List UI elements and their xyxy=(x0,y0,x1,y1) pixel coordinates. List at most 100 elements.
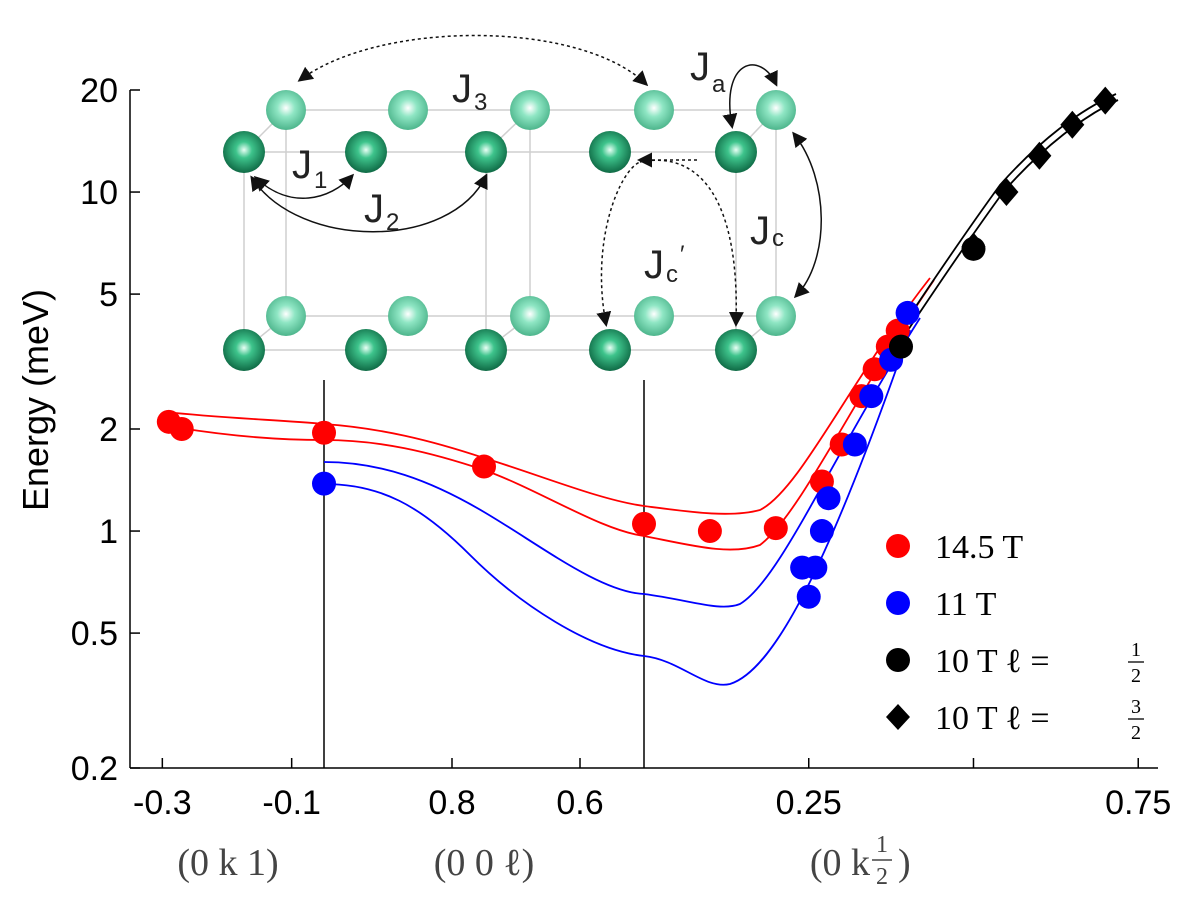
fit-curve-blue-upper xyxy=(323,317,921,608)
arrow-J2 xyxy=(250,173,488,233)
data-point-11-t xyxy=(809,519,834,544)
data-point-10-t xyxy=(961,232,986,261)
data-point-14-5-t xyxy=(169,417,194,441)
atom xyxy=(388,90,428,130)
legend-marker-10T-3half xyxy=(886,704,910,730)
legend-label-10T-3half: 10 T ℓ = xyxy=(935,700,1050,737)
label-Jcp: J xyxy=(644,243,664,287)
atom xyxy=(589,131,631,173)
atom xyxy=(510,296,550,336)
arrow-Jcp xyxy=(601,159,736,324)
atom xyxy=(589,329,631,371)
data-point-14-5-t xyxy=(312,420,336,445)
label-Jc: J xyxy=(750,209,770,253)
y-tick-label: 1 xyxy=(99,513,118,551)
segment-label-0khalf-num: 1 xyxy=(876,832,888,858)
segment-label-00l: (0 0 ℓ) xyxy=(434,842,535,884)
y-tick-label: 10 xyxy=(80,174,118,212)
atom xyxy=(223,131,265,173)
segment-label-0khalf-suffix: ) xyxy=(898,842,911,884)
data-point-14-5-t xyxy=(632,511,656,536)
data-points xyxy=(156,86,1118,609)
legend-label-10T-half-num: 1 xyxy=(1131,639,1141,661)
atom xyxy=(266,90,306,130)
data-point-10-t xyxy=(994,178,1019,207)
data-point-14-5-t xyxy=(472,454,496,479)
legend-marker-11T xyxy=(886,591,910,615)
lattice-atoms-front xyxy=(223,131,757,371)
lattice-grid-lines xyxy=(243,109,777,351)
atom xyxy=(715,131,757,173)
fit-curve-black-2 xyxy=(883,99,1119,367)
y-tick-label: 5 xyxy=(99,276,118,314)
exchange-labels: J 3 J a J 1 J 2 J c J c ′ xyxy=(292,45,784,288)
data-point-14-5-t xyxy=(697,519,722,544)
label-J1: J xyxy=(292,143,312,187)
segment-label-0khalf-den: 2 xyxy=(876,864,888,890)
legend-label-10T-3half-den: 2 xyxy=(1131,722,1141,744)
label-Ja: J xyxy=(690,45,710,89)
x-tick-label: 0.6 xyxy=(556,784,603,822)
legend-marker-10T-half xyxy=(886,648,910,672)
label-J3: J xyxy=(452,67,472,111)
legend: 14.5 T 11 T 10 T ℓ = 1 2 10 T ℓ = 3 2 xyxy=(886,529,1144,744)
arrow-Jc xyxy=(792,131,822,299)
inset-lattice: J 3 J a J 1 J 2 J c J c ′ xyxy=(223,34,822,371)
y-tick-label: 20 xyxy=(80,72,118,110)
y-ticks: 20 10 5 2 1 0.5 0.2 xyxy=(71,72,140,788)
x-tick-label: 0.25 xyxy=(776,784,842,822)
segment-label-0khalf-prefix: (0 k xyxy=(810,842,870,884)
data-point-11-t xyxy=(895,300,920,325)
data-point-10-t xyxy=(889,334,913,359)
y-axis-label: Energy (meV) xyxy=(15,289,56,511)
x-ticks: -0.3 -0.1 0.8 0.6 0.25 0.75 xyxy=(133,758,1171,822)
label-Ja-sub: a xyxy=(712,71,726,98)
legend-label-10T-half: 10 T ℓ = xyxy=(935,643,1050,680)
data-point-11-t xyxy=(842,432,867,457)
label-J1-sub: 1 xyxy=(314,167,327,194)
lattice-atoms-back xyxy=(266,90,796,336)
data-point-10-t xyxy=(1060,110,1085,139)
data-point-14-5-t xyxy=(763,516,788,541)
fit-curve-red-upper xyxy=(165,277,931,515)
legend-label-11T: 11 T xyxy=(935,586,997,623)
atom xyxy=(756,90,796,130)
segment-label-0khalf: (0 k 1 2 ) xyxy=(810,832,911,890)
label-Jcp-sub: c xyxy=(666,261,678,288)
data-point-11-t xyxy=(796,584,821,609)
exchange-arrows xyxy=(250,34,822,324)
legend-label-10T-half-den: 2 xyxy=(1131,665,1141,687)
atom xyxy=(634,296,674,336)
label-J2-sub: 2 xyxy=(386,209,399,236)
data-point-11-t xyxy=(859,384,884,409)
data-point-11-t xyxy=(312,471,336,496)
label-J2: J xyxy=(364,187,384,231)
legend-marker-14.5T xyxy=(886,534,910,558)
atom xyxy=(345,131,387,173)
atom xyxy=(465,329,507,371)
label-Jcp-prime: ′ xyxy=(680,241,685,268)
data-point-11-t xyxy=(803,555,828,580)
x-tick-label: 0.8 xyxy=(428,784,475,822)
segment-label-0k1: (0 k 1) xyxy=(177,842,278,884)
label-Jc-sub: c xyxy=(772,225,784,252)
legend-label-14.5T: 14.5 T xyxy=(935,529,1023,566)
y-tick-label: 0.5 xyxy=(71,615,118,653)
y-tick-label: 2 xyxy=(99,411,118,449)
data-point-11-t xyxy=(816,486,841,511)
atom xyxy=(756,296,796,336)
x-tick-label: -0.3 xyxy=(133,784,192,822)
atom xyxy=(266,296,306,336)
atom xyxy=(388,296,428,336)
y-tick-label: 0.2 xyxy=(71,750,118,788)
legend-label-10T-3half-num: 3 xyxy=(1131,696,1141,718)
data-point-10-t xyxy=(1027,141,1052,170)
atom xyxy=(715,329,757,371)
atom xyxy=(223,329,265,371)
atom xyxy=(510,90,550,130)
x-tick-label: 0.75 xyxy=(1105,784,1171,822)
arrow-Ja xyxy=(722,64,778,129)
atom xyxy=(465,131,507,173)
arrow-J3 xyxy=(297,34,649,87)
label-J3-sub: 3 xyxy=(474,89,487,116)
